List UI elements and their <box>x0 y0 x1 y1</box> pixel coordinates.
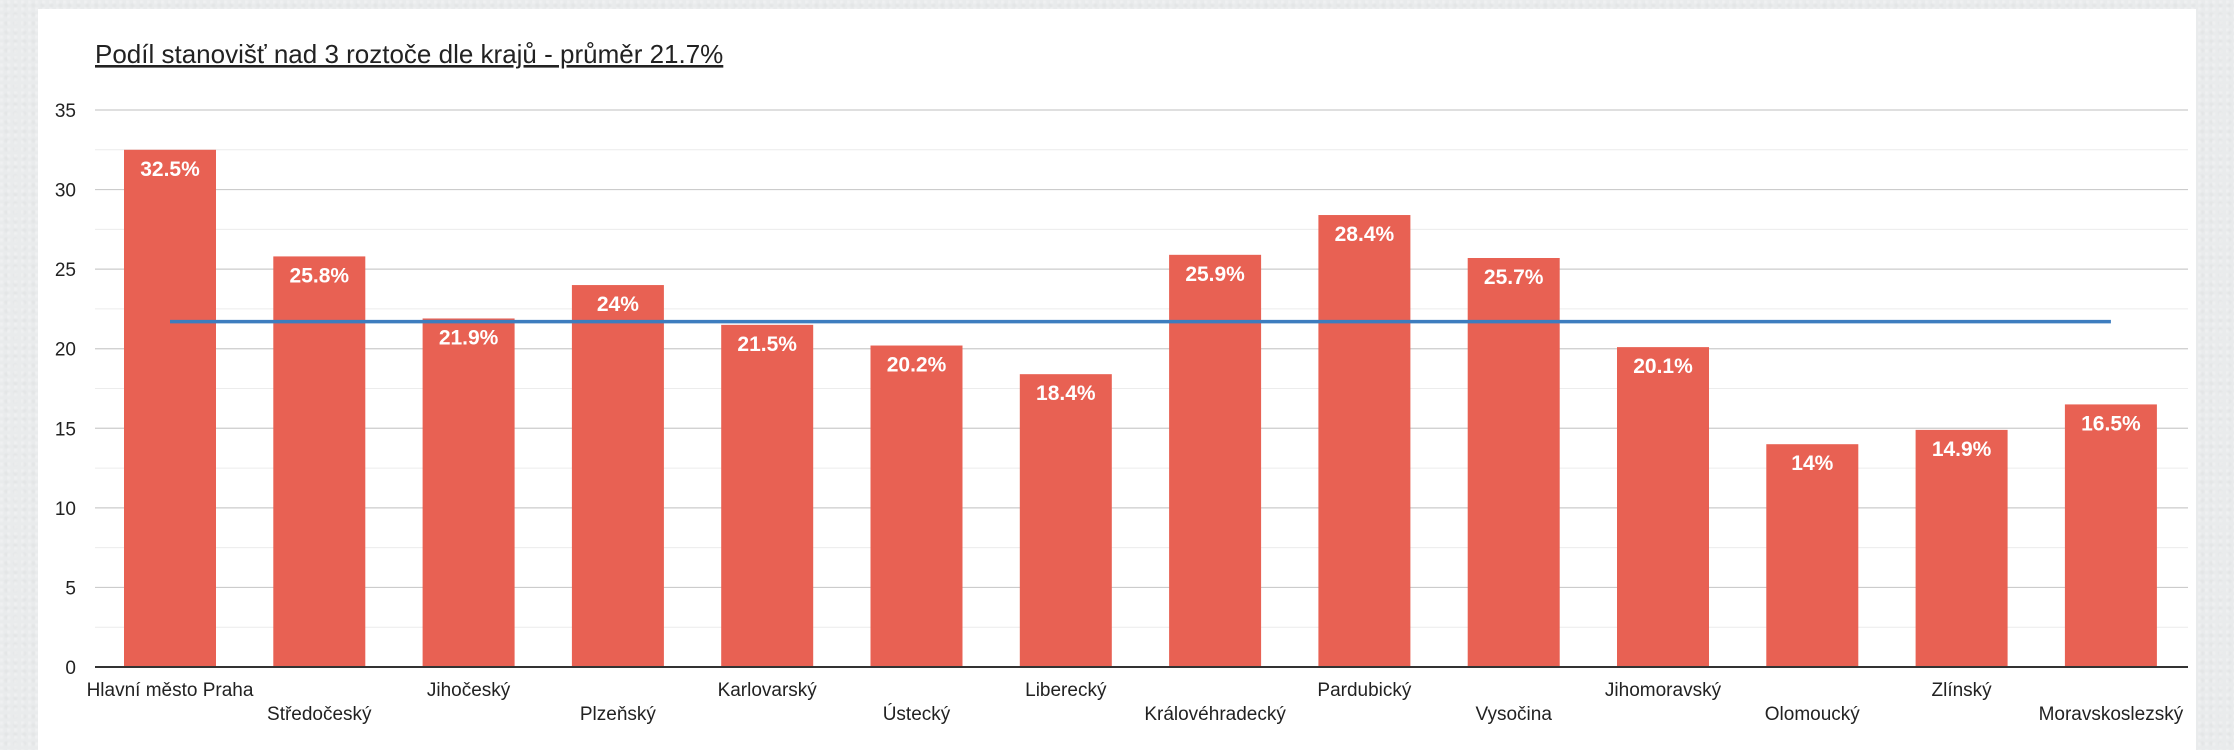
y-tick-label: 5 <box>65 578 76 599</box>
bar <box>1467 258 1560 667</box>
x-category-label: Ústecký <box>883 703 951 725</box>
x-category-label: Jihomoravský <box>1605 680 1722 701</box>
data-label: 21.5% <box>737 333 797 356</box>
y-tick-label: 35 <box>55 101 76 122</box>
x-category-label: Pardubický <box>1317 680 1411 701</box>
y-axis-ticks: 0 5 10 15 20 25 30 35 <box>55 101 76 679</box>
y-tick-label: 25 <box>55 260 76 281</box>
data-label: 25.9% <box>1185 263 1245 286</box>
data-label: 24% <box>597 293 639 316</box>
x-category-label: Hlavní město Praha <box>87 680 254 701</box>
data-label: 16.5% <box>2081 412 2141 435</box>
x-category-label: Karlovarský <box>718 680 818 701</box>
x-category-label: Moravskoslezský <box>2039 704 2184 725</box>
bar-chart: Podíl stanovišť nad 3 roztoče dle krajů … <box>55 39 2188 725</box>
bar <box>870 345 963 667</box>
y-tick-label: 20 <box>55 340 76 361</box>
bar <box>571 285 664 667</box>
data-label: 14.9% <box>1932 438 1992 461</box>
bar <box>1019 374 1112 667</box>
data-label: 28.4% <box>1335 223 1395 246</box>
bar <box>721 324 814 667</box>
bar <box>1766 444 1859 667</box>
x-category-label: Královéhradecký <box>1144 704 1286 725</box>
x-category-label: Olomoucký <box>1765 704 1861 725</box>
gridlines <box>95 109 2188 628</box>
data-labels: 32.5% 25.8% 21.9% 24% 21.5% 20.2% 18.4% 25.9% 28… <box>140 158 2141 475</box>
data-label: 20.1% <box>1633 355 1693 378</box>
bar <box>1169 254 1262 667</box>
data-label: 21.9% <box>439 326 499 349</box>
x-category-label: Vysočina <box>1476 704 1553 725</box>
data-label: 20.2% <box>887 354 947 377</box>
y-tick-label: 30 <box>55 181 76 202</box>
data-label: 32.5% <box>140 158 200 181</box>
x-category-label: Liberecký <box>1025 680 1107 701</box>
x-category-label: Plzeňský <box>580 704 657 725</box>
chart-title: Podíl stanovišť nad 3 roztoče dle krajů … <box>95 39 723 69</box>
y-tick-label: 0 <box>65 658 76 679</box>
bar <box>273 256 366 667</box>
bars <box>124 149 2157 668</box>
x-category-label: Jihočeský <box>427 680 511 701</box>
bar <box>124 149 216 668</box>
bar <box>1617 347 1709 667</box>
bar <box>1318 215 1411 667</box>
y-tick-label: 15 <box>55 419 76 440</box>
x-category-label: Středočeský <box>267 704 372 725</box>
x-category-label: Zlínský <box>1932 680 1993 701</box>
y-tick-label: 10 <box>55 499 76 520</box>
data-label: 14% <box>1791 452 1833 475</box>
chart-card: Podíl stanovišť nad 3 roztoče dle krajů … <box>38 9 2196 750</box>
data-label: 25.8% <box>290 264 350 287</box>
data-label: 25.7% <box>1484 266 1544 289</box>
x-axis-categories: Hlavní město Praha Středočeský Jihočeský Pl… <box>87 680 2184 725</box>
data-label: 18.4% <box>1036 382 1096 405</box>
bar <box>422 318 515 667</box>
bar <box>1915 429 2008 667</box>
bar <box>2064 404 2157 667</box>
